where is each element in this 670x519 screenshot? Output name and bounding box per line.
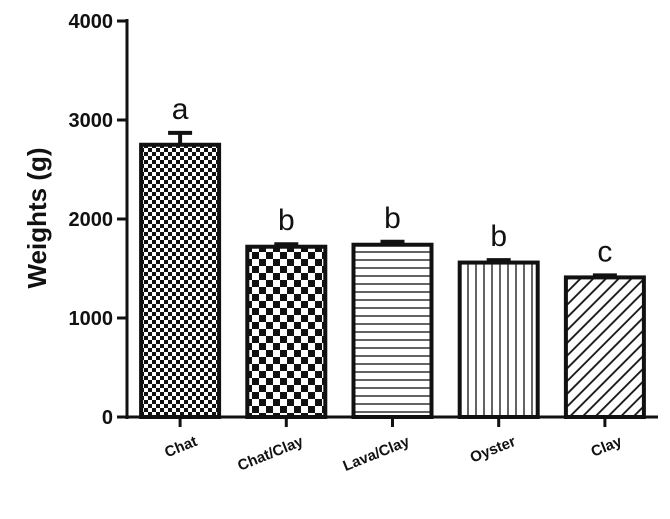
y-tick-label: 0: [102, 407, 113, 429]
x-tick-label: Chat/Clay: [235, 433, 306, 475]
x-tick-label: Oyster: [468, 433, 519, 467]
significance-letter: b: [278, 204, 295, 237]
y-axis-label: Weights (g): [22, 147, 52, 288]
bars-group: a b b b c: [139, 93, 646, 419]
y-tick-label: 4000: [69, 11, 114, 33]
y-tick-label: 2000: [69, 209, 114, 231]
y-tick-label: 3000: [69, 110, 114, 132]
significance-letter: b: [384, 202, 401, 235]
significance-letter: c: [597, 235, 612, 268]
significance-letter: b: [490, 220, 507, 253]
bar-chat-clay: [245, 244, 328, 419]
y-tick-label: 1000: [69, 308, 114, 330]
bar-oyster: [457, 260, 540, 419]
x-tick-label: Lava/Clay: [341, 433, 413, 475]
x-tick-label: Chat: [162, 433, 199, 461]
bar-lava-clay: [351, 242, 434, 419]
bar-clay: [563, 275, 646, 419]
x-tick-label: Clay: [589, 433, 625, 461]
bar-chat: [139, 142, 222, 419]
significance-letter: a: [172, 93, 189, 126]
